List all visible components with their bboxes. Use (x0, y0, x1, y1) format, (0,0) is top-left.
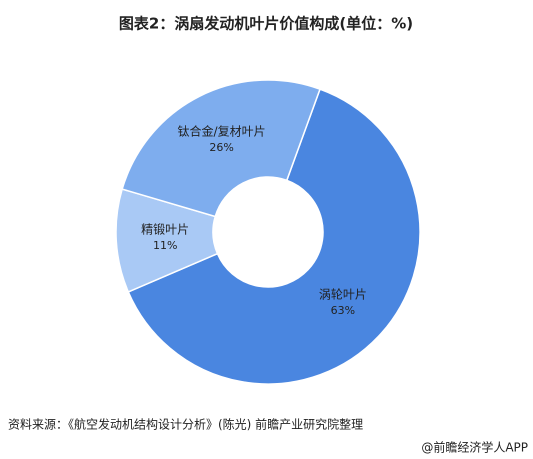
donut-slice (121, 79, 321, 218)
donut-slice (127, 88, 421, 385)
slice-label: 涡轮叶片 (319, 287, 367, 301)
source: 资料来源：《航空发动机结构设计分析》(陈光) 前瞻产业研究院整理 (8, 417, 363, 432)
value-label: 11% (153, 239, 177, 252)
value-label: 63% (331, 304, 355, 317)
value-label: 26% (209, 141, 233, 154)
chart-title: 图表2：涡扇发动机叶片价值构成(单位：%) (119, 15, 413, 33)
watermark: @前瞻经济学人APP (421, 440, 528, 455)
slice-label: 钛合金/复材叶片 (178, 124, 266, 139)
slice-label: 精锻叶片 (141, 223, 189, 237)
